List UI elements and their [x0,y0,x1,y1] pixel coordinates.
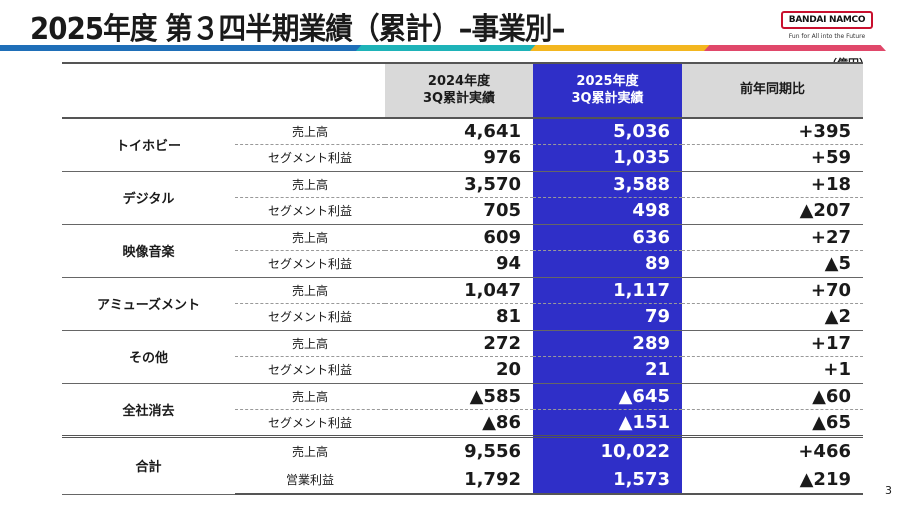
metric-label: 売上高 [235,277,385,304]
prev-value: 81 [385,303,533,331]
current-value: 1,117 [533,277,682,304]
header-prev-year: 2024年度 3Q累計実績 [385,62,533,119]
prev-value: 1,792 [385,465,533,495]
yoy-value: ▲60 [682,383,863,410]
table-row: セグメント利益 81 79 ▲2 [62,303,863,331]
current-value: 1,035 [533,144,682,172]
prev-value: 272 [385,330,533,357]
metric-label: 売上高 [235,383,385,410]
prev-value: 1,047 [385,277,533,304]
table-row: セグメント利益 20 21 +1 [62,356,863,384]
metric-label: 売上高 [235,118,385,145]
segment-results-table: 2024年度 3Q累計実績 2025年度 3Q累計実績 前年同期比 トイホビー 売上高… [62,62,863,495]
segment-name: トイホビー [62,118,235,172]
current-value: 79 [533,303,682,331]
metric-label: 売上高 [235,330,385,357]
prev-value: 3,570 [385,171,533,198]
prev-value: 4,641 [385,118,533,145]
segment-name: 合計 [62,434,235,495]
segment-name: デジタル [62,171,235,225]
yoy-value: +59 [682,144,863,172]
metric-label: 売上高 [235,171,385,198]
header-yoy: 前年同期比 [682,62,863,119]
segment-name: 全社消去 [62,383,235,437]
table-row: デジタル 売上高 3,570 3,588 +18 [62,171,863,225]
yoy-value: ▲5 [682,250,863,278]
yoy-value: +27 [682,224,863,251]
current-value: 89 [533,250,682,278]
logo-wordmark: BANDAI NAMCO [781,11,873,29]
prev-value: 9,556 [385,434,533,465]
yoy-value: +395 [682,118,863,145]
metric-label: セグメント利益 [235,250,385,278]
yoy-value: ▲207 [682,197,863,225]
yoy-value: ▲65 [682,409,863,437]
table-row: アミューズメント 売上高 1,047 1,117 +70 [62,277,863,331]
current-value: 636 [533,224,682,251]
table-row: セグメント利益 94 89 ▲5 [62,250,863,278]
metric-label: 売上高 [235,434,385,465]
table-row: 映像音楽 売上高 609 636 +27 [62,224,863,278]
current-value: ▲151 [533,409,682,437]
metric-label: セグメント利益 [235,356,385,384]
current-value: 5,036 [533,118,682,145]
table-row: セグメント利益 976 1,035 +59 [62,144,863,172]
current-value: 3,588 [533,171,682,198]
stripe-teal [356,45,536,51]
prev-value: 609 [385,224,533,251]
yoy-value: +466 [682,434,863,465]
current-value: 1,573 [533,465,682,495]
prev-value: ▲86 [385,409,533,437]
header-current-year: 2025年度 3Q累計実績 [533,62,682,119]
yoy-value: +1 [682,356,863,384]
prev-value: 94 [385,250,533,278]
prev-value: 976 [385,144,533,172]
page-number: 3 [885,484,892,497]
metric-label: セグメント利益 [235,197,385,225]
current-value: 498 [533,197,682,225]
yoy-value: ▲2 [682,303,863,331]
current-value: ▲645 [533,383,682,410]
bandai-namco-logo: BANDAI NAMCO Fun for All into the Future [781,11,873,40]
yoy-value: +17 [682,330,863,357]
current-value: 289 [533,330,682,357]
segment-name: その他 [62,330,235,384]
prev-value: 20 [385,356,533,384]
stripe-blue [0,45,362,51]
table-row: 合計 売上高 9,556 10,022 +466 [62,434,863,495]
table-row: 全社消去 売上高 ▲585 ▲645 ▲60 [62,383,863,437]
metric-label: 営業利益 [235,465,385,495]
segment-name: アミューズメント [62,277,235,331]
table-row: トイホビー 売上高 4,641 5,036 +395 [62,118,863,172]
yoy-value: +70 [682,277,863,304]
table-row: 営業利益 1,792 1,573 ▲219 [62,465,863,495]
current-value: 21 [533,356,682,384]
table-row: セグメント利益 705 498 ▲207 [62,197,863,225]
logo-tagline: Fun for All into the Future [788,33,866,40]
metric-label: セグメント利益 [235,409,385,437]
metric-label: セグメント利益 [235,144,385,172]
prev-value: 705 [385,197,533,225]
table-row: その他 売上高 272 289 +17 [62,330,863,384]
yoy-value: ▲219 [682,465,863,495]
stripe-pink [704,45,886,51]
page-title: 2025年度 第３四半期業績（累計）–事業別– [30,12,565,47]
metric-label: 売上高 [235,224,385,251]
metric-label: セグメント利益 [235,303,385,331]
prev-value: ▲585 [385,383,533,410]
header-blank [62,62,385,119]
segment-name: 映像音楽 [62,224,235,278]
table-row: セグメント利益 ▲86 ▲151 ▲65 [62,409,863,437]
stripe-yellow [530,45,710,51]
yoy-value: +18 [682,171,863,198]
current-value: 10,022 [533,434,682,465]
